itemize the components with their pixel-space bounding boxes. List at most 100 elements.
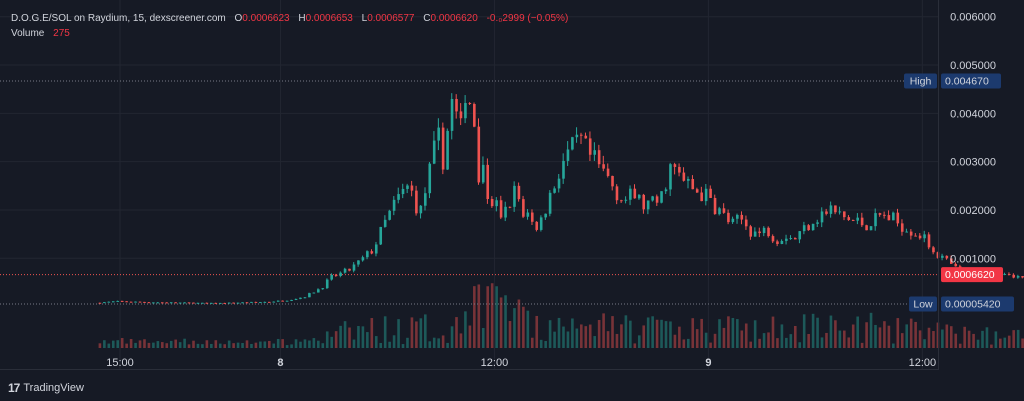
candle-body	[267, 301, 271, 303]
candle-body	[468, 102, 472, 105]
volume-bar	[374, 336, 378, 348]
x-tick-label: 15:00	[106, 357, 134, 369]
candle-body	[682, 172, 686, 181]
volume-bar	[686, 338, 690, 348]
volume-bar	[972, 333, 975, 348]
volume-bar	[767, 332, 770, 348]
symbol-info[interactable]: D.O.G.E/SOL on Raydium, 15, dexscreener.…	[11, 13, 226, 24]
volume-bar	[156, 341, 160, 348]
volume-bar	[771, 316, 775, 348]
candle-body	[477, 126, 481, 183]
volume-bar	[125, 343, 128, 348]
candle-body	[740, 214, 744, 220]
price-axis[interactable]: 0.006000 0.005000 0.004000 0.003000 0.002000…	[950, 12, 996, 266]
candle-body	[210, 302, 213, 304]
volume-bar	[981, 330, 984, 348]
volume-bar	[691, 318, 695, 348]
volume-bar	[334, 331, 338, 348]
candle-body	[464, 102, 467, 119]
volume-bar	[210, 343, 213, 348]
candle-body	[949, 258, 953, 264]
volume-bar	[727, 316, 730, 348]
candle-body	[1003, 273, 1007, 275]
candle-body	[802, 225, 806, 232]
y-tick-label: 0.005000	[950, 60, 996, 72]
volume-bar	[236, 342, 240, 348]
candle-body	[597, 150, 601, 165]
candle-body	[704, 188, 708, 202]
volume-label[interactable]: Volume	[11, 28, 45, 39]
candle-body	[575, 134, 579, 138]
candle-body	[713, 197, 717, 215]
candle-body	[807, 225, 810, 231]
volume-bar	[883, 321, 886, 348]
volume-bar	[317, 340, 320, 348]
candle-body	[633, 188, 637, 199]
candle-body	[357, 260, 360, 265]
candle-body	[637, 194, 641, 199]
candle-body	[294, 298, 298, 300]
volume-bar	[459, 333, 463, 348]
chart-grid	[0, 0, 938, 369]
volume-bar	[339, 325, 342, 348]
candle-body	[829, 205, 833, 214]
candle-body	[161, 302, 164, 304]
candle-body	[481, 164, 485, 183]
volume-bar	[1007, 335, 1011, 348]
candle-body	[758, 231, 761, 234]
open-value: 0.0006623	[242, 13, 290, 24]
candle-body	[843, 211, 846, 218]
volume-bar	[611, 316, 614, 348]
candle-body	[107, 301, 111, 303]
candle-body	[138, 301, 142, 303]
volume-bar	[464, 311, 467, 348]
volume-bar	[415, 321, 418, 348]
volume-bar	[196, 343, 200, 348]
candle-body	[900, 223, 904, 232]
volume-bar	[424, 314, 427, 348]
candle-body	[686, 179, 690, 181]
candle-body	[629, 188, 632, 200]
volume-bar	[584, 326, 588, 348]
volume-bar	[370, 318, 374, 348]
candle-body	[214, 302, 218, 304]
candle-body	[517, 185, 521, 200]
candle-body	[883, 214, 886, 216]
tradingview-attribution[interactable]: 17 TradingView	[8, 381, 84, 395]
candle-body	[820, 211, 824, 223]
volume-bar	[276, 338, 280, 348]
volume-value: 275	[53, 28, 70, 39]
volume-bar	[508, 321, 512, 348]
volume-bar	[575, 328, 579, 348]
volume-bar	[169, 340, 173, 348]
volume-bar	[896, 318, 900, 348]
volume-bar	[477, 284, 481, 348]
candle-body	[562, 160, 565, 179]
candle-body	[125, 301, 128, 303]
volume-bar	[357, 326, 360, 348]
candle-body	[432, 140, 436, 164]
volume-bar	[758, 338, 761, 348]
candle-body	[441, 127, 445, 170]
candle-body	[374, 244, 378, 254]
candle-body	[611, 175, 614, 187]
candle-body	[914, 235, 917, 237]
volume-bar	[548, 320, 552, 348]
volume-bar	[281, 339, 284, 348]
volume-bar	[473, 286, 476, 348]
volume-bar	[856, 316, 859, 348]
volume-bar	[308, 340, 311, 348]
candle-body	[201, 302, 204, 304]
volume-bar	[294, 339, 298, 348]
volume-bar	[615, 333, 619, 348]
high-value-legend: 0.0006653	[305, 13, 353, 24]
volume-bar	[660, 319, 663, 348]
candle-body	[352, 264, 356, 271]
volume-bar	[245, 340, 249, 348]
volume-bar	[669, 321, 672, 348]
candle-body	[178, 302, 182, 304]
volume-bar	[829, 315, 833, 348]
last-price-badge: 0.0006620	[941, 267, 1003, 283]
